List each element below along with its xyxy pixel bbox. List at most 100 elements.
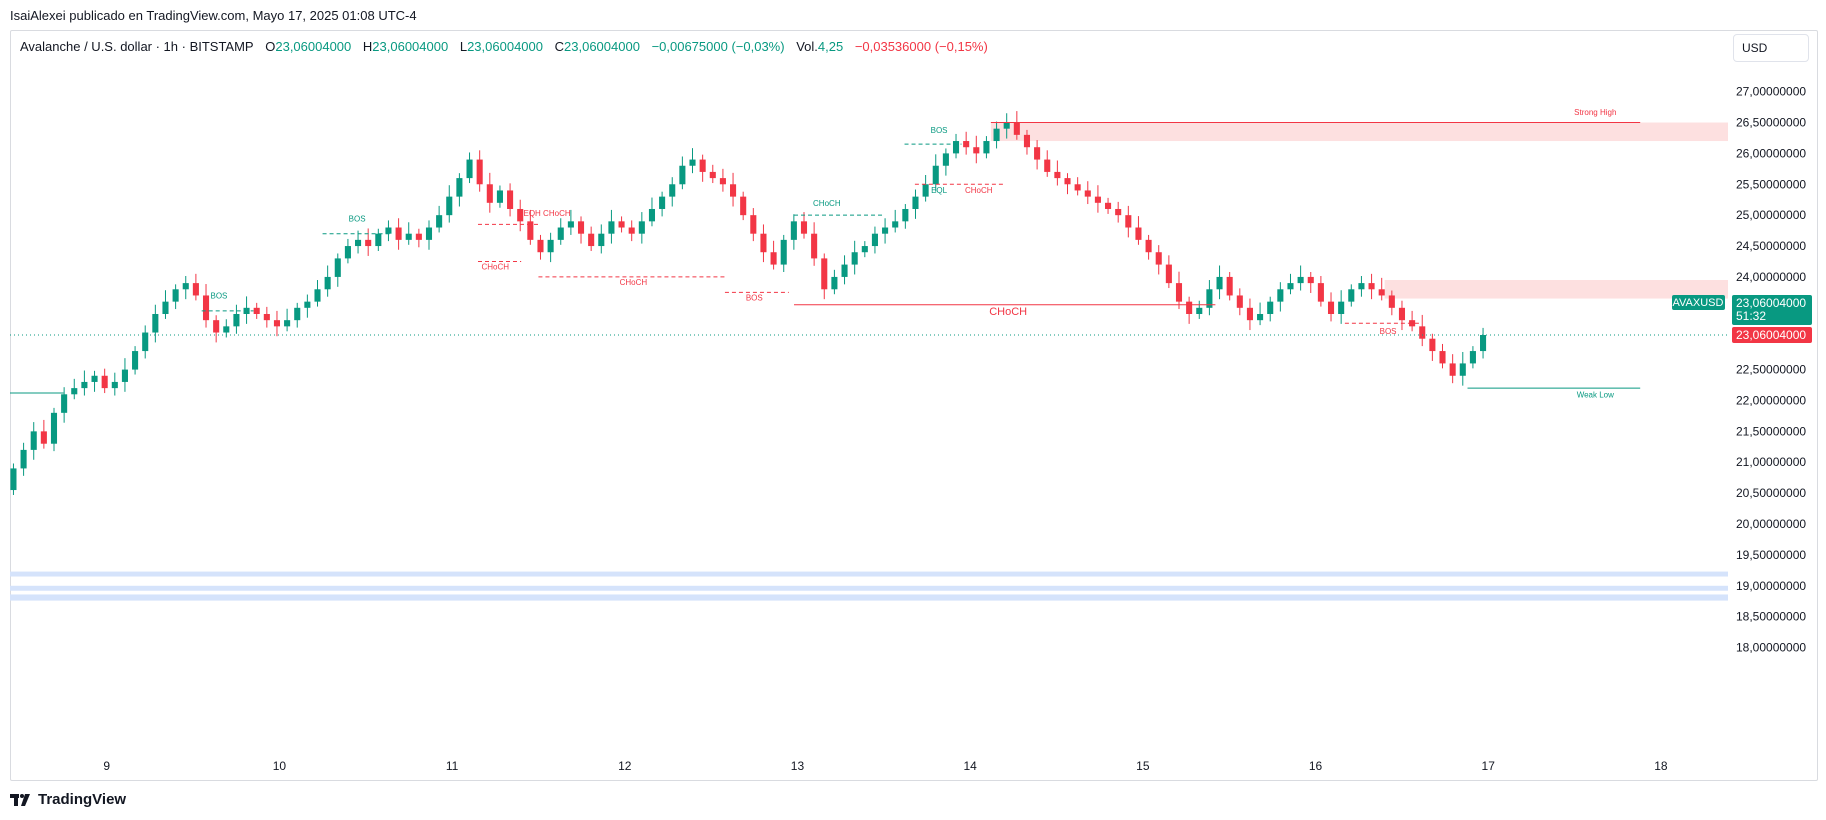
change-value: −0,00675000 (−0,03%) — [651, 39, 785, 54]
candle-body — [1216, 276, 1223, 290]
candle-body — [162, 301, 169, 314]
demand-zone — [10, 585, 1728, 591]
candle-body — [304, 301, 311, 308]
candle-body — [750, 215, 757, 234]
open-label: O — [265, 39, 276, 54]
y-tick-label: 25,50000000 — [1736, 177, 1806, 191]
structure-label: Weak Low — [1577, 390, 1614, 399]
candle-body — [527, 221, 534, 240]
candle-body — [892, 221, 899, 228]
close-label: C — [554, 39, 565, 54]
y-tick-label: 27,00000000 — [1736, 85, 1806, 99]
candle-body — [1034, 147, 1041, 160]
candle-body — [1246, 307, 1253, 321]
candle-body — [61, 394, 68, 413]
candle-body — [425, 227, 433, 240]
candle-body — [10, 468, 17, 491]
candle-body — [466, 159, 473, 179]
x-tick-label: 11 — [446, 759, 459, 773]
candle-body — [142, 332, 149, 352]
currency-button[interactable]: USD — [1733, 34, 1809, 62]
tradingview-logo-icon — [10, 793, 30, 806]
x-tick-label: 10 — [273, 759, 287, 773]
candle-body — [740, 196, 747, 216]
candle-body — [993, 128, 1000, 142]
candle-body — [1338, 301, 1345, 314]
symbol-tag-bg — [1672, 294, 1725, 310]
candle-body — [1074, 184, 1081, 191]
candle-body — [294, 307, 301, 321]
y-tick-label: 24,00000000 — [1736, 270, 1806, 284]
structure-label: BOS — [349, 214, 366, 223]
candle-body — [1054, 171, 1061, 179]
candle-body — [699, 159, 706, 172]
demand-zone — [10, 594, 1728, 601]
candle-body — [1358, 283, 1365, 290]
candle-body — [1196, 307, 1203, 314]
candle-body — [50, 412, 58, 444]
structure-label: CHoCH — [481, 263, 509, 272]
candle-body — [1135, 227, 1142, 240]
candle-body — [1226, 276, 1233, 296]
tradingview-logo[interactable]: TradingView — [10, 791, 126, 808]
candle-body — [1459, 363, 1466, 376]
candle-body — [648, 208, 656, 222]
candle-body — [202, 295, 210, 321]
candle-body — [942, 153, 949, 166]
candle-body — [1469, 351, 1476, 364]
candle-body — [81, 381, 88, 389]
candle-body — [851, 252, 858, 265]
candle-body — [1398, 307, 1406, 321]
candle-body — [284, 320, 291, 327]
candle-body — [436, 215, 443, 228]
candle-body — [882, 227, 889, 234]
candle-body — [841, 264, 848, 277]
candle-body — [719, 178, 726, 185]
candle-body — [91, 375, 98, 382]
candle-body — [405, 233, 412, 240]
close-value: 23,06004000 — [564, 39, 640, 54]
candle-body — [608, 221, 615, 234]
candle-body — [1327, 301, 1335, 314]
low-label: L — [459, 39, 468, 54]
candle-body — [273, 320, 281, 327]
candle-body — [800, 221, 808, 234]
y-tick-label: 22,00000000 — [1736, 393, 1806, 407]
candle-body — [1105, 202, 1112, 209]
structure-label: BOS — [931, 126, 948, 135]
structure-label: BOS — [746, 293, 763, 302]
candle-body — [1480, 334, 1487, 352]
y-tick-label: 22,50000000 — [1736, 363, 1806, 377]
price-chart[interactable]: 18,00000000 18,50000000 19,00000000 19,5000… — [0, 0, 1826, 780]
candle-body — [1003, 122, 1010, 129]
y-tick-label: 19,50000000 — [1736, 548, 1806, 562]
symbol-title[interactable]: Avalanche / U.S. dollar · 1h · BITSTAMP — [20, 39, 254, 54]
candle-body — [496, 190, 503, 203]
candle-body — [1449, 363, 1456, 376]
candle-body — [355, 239, 362, 247]
supply-zone — [990, 122, 1728, 142]
candle-body — [1317, 283, 1324, 302]
candle-body — [1257, 313, 1264, 321]
candle-body — [334, 258, 341, 277]
candle-body — [659, 196, 666, 209]
candle-body — [932, 165, 939, 185]
structure-label: CHoCH — [965, 186, 993, 195]
candle-body — [952, 141, 960, 154]
candle-body — [638, 221, 645, 234]
candle-body — [922, 184, 929, 197]
candle-body — [192, 283, 199, 296]
structure-label: Strong High — [1574, 108, 1616, 117]
structure-label: CHoCH — [813, 199, 841, 208]
close-price-label: 23,06004000 — [1736, 328, 1806, 342]
candle-body — [831, 276, 838, 290]
candle-body — [912, 196, 919, 209]
y-tick-label: 19,00000000 — [1736, 579, 1806, 593]
candle-body — [1155, 252, 1162, 265]
candle-body — [1439, 351, 1446, 364]
candle-body — [1125, 215, 1132, 228]
candle-body — [71, 388, 78, 395]
chart-frame — [10, 30, 1818, 781]
candle-body — [344, 246, 351, 259]
candle-body — [213, 320, 220, 333]
